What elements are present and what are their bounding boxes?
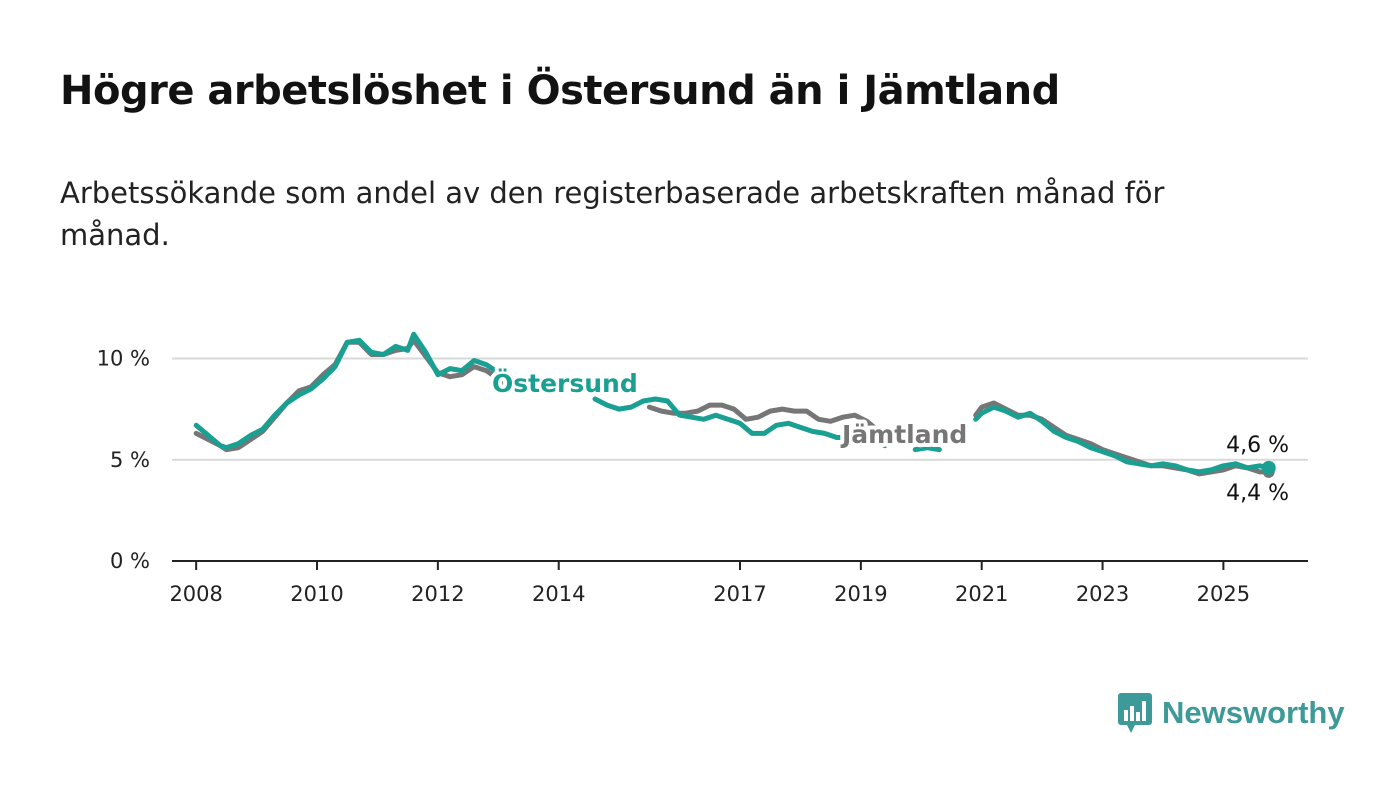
x-tick-label: 2012	[411, 582, 464, 606]
series-line-jamtland	[646, 402, 882, 434]
series-line-jamtland	[193, 337, 513, 453]
series-line-ostersund	[912, 445, 942, 453]
series-label-jamtland: Jämtland	[840, 420, 967, 449]
y-tick-label: 0 %	[110, 549, 150, 573]
end-marker-ostersund	[1261, 460, 1276, 475]
newsworthy-logo-icon	[1118, 693, 1152, 733]
x-tick-label: 2019	[834, 582, 887, 606]
y-tick-label: 5 %	[110, 448, 150, 472]
x-tick-label: 2021	[955, 582, 1008, 606]
end-value-label-jamtland: 4,4 %	[1226, 481, 1289, 506]
x-tick-label: 2023	[1076, 582, 1129, 606]
brand-name: Newsworthy	[1162, 695, 1345, 730]
newsworthy-logo: Newsworthy	[1118, 690, 1345, 736]
y-tick-label: 10 %	[97, 347, 150, 371]
x-tick-label: 2008	[169, 582, 222, 606]
x-tick-label: 2014	[532, 582, 585, 606]
x-tick-label: 2010	[290, 582, 343, 606]
chart-subtitle: Arbetssökande som andel av den registerb…	[60, 176, 1165, 252]
end-value-label-ostersund: 4,6 %	[1226, 433, 1289, 458]
series-line-ostersund	[973, 404, 1272, 475]
series-line-ostersund	[193, 331, 513, 451]
chart-title: Högre arbetslöshet i Östersund än i Jämt…	[60, 68, 1060, 114]
x-tick-label: 2025	[1197, 582, 1250, 606]
x-tick-label: 2017	[713, 582, 766, 606]
series-line-ostersund	[592, 396, 888, 449]
series-label-ostersund: Östersund	[492, 368, 638, 398]
